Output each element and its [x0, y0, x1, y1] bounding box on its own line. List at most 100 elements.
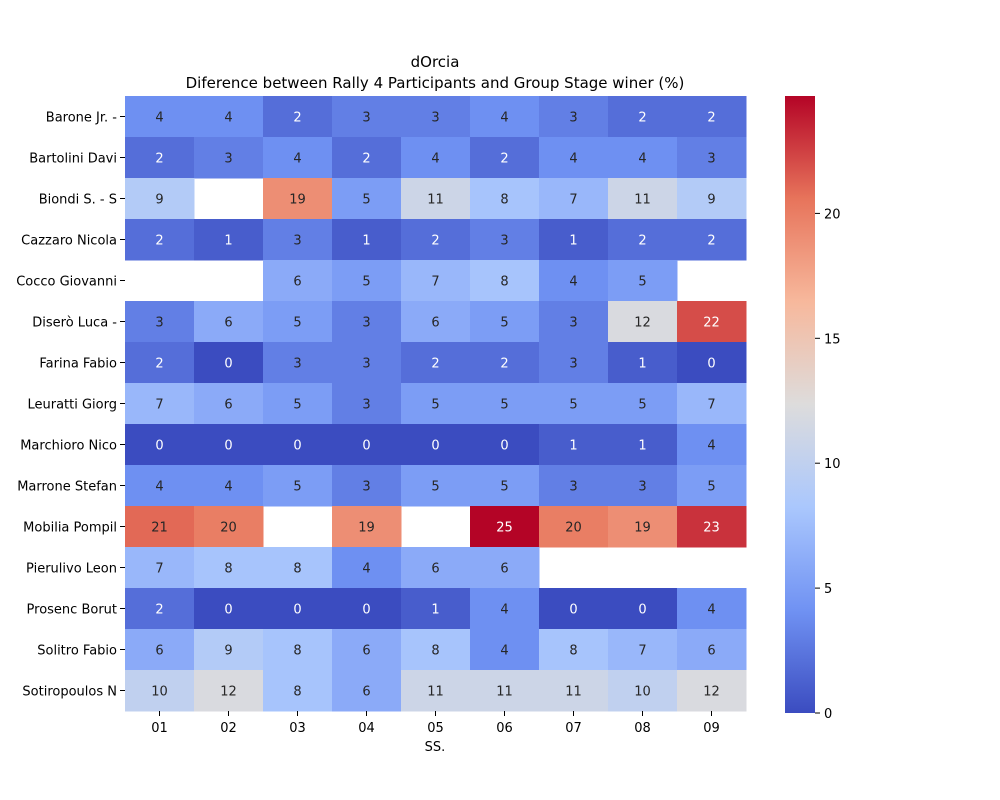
- cell-value-label: 2: [707, 111, 715, 126]
- colorbar-tick-label: 15: [824, 332, 841, 347]
- x-tick-label: 08: [634, 721, 651, 736]
- heatmap-cell: [608, 588, 678, 630]
- y-tick-label: Prosenc Borut: [27, 603, 117, 618]
- heatmap-cell: [332, 465, 402, 507]
- y-tick-label: Marchioro Nico: [20, 439, 117, 454]
- heatmap-cell: [677, 219, 747, 261]
- heatmap-cell: [608, 96, 678, 138]
- cell-value-label: 7: [707, 398, 715, 413]
- cell-value-label: 2: [638, 234, 646, 249]
- cell-value-label: 11: [565, 685, 582, 700]
- cell-value-label: 0: [224, 357, 232, 372]
- cell-value-label: 11: [634, 193, 651, 208]
- cell-value-label: 2: [707, 234, 715, 249]
- heatmap-cell: [125, 547, 195, 589]
- y-tick-label: Farina Fabio: [39, 357, 117, 372]
- y-tick-label: Diserò Luca -: [32, 316, 117, 331]
- cell-value-label: 4: [500, 644, 508, 659]
- cell-value-label: 6: [707, 644, 715, 659]
- heatmap-cell: [125, 342, 195, 384]
- heatmap-cell: [263, 383, 333, 425]
- cell-value-label: 5: [638, 398, 646, 413]
- x-tick-label: 07: [565, 721, 582, 736]
- heatmap-cell: [401, 260, 471, 302]
- cell-value-label: 4: [707, 439, 715, 454]
- y-tick-label: Solitro Fabio: [37, 644, 117, 659]
- y-tick-label: Biondi S. - S: [39, 193, 117, 208]
- heatmap-cell: [401, 342, 471, 384]
- cell-value-label: 5: [362, 275, 370, 290]
- cell-value-label: 4: [638, 152, 646, 167]
- cell-value-label: 6: [431, 562, 439, 577]
- cell-value-label: 8: [569, 644, 577, 659]
- heatmap-cell: [194, 465, 264, 507]
- heatmap-cell: [677, 383, 747, 425]
- heatmap-cell: [401, 670, 471, 712]
- cell-value-label: 3: [569, 480, 577, 495]
- x-tick-label: 04: [358, 721, 375, 736]
- cell-value-label: 4: [293, 152, 301, 167]
- cell-value-label: 4: [500, 111, 508, 126]
- heatmap-cell: [332, 219, 402, 261]
- chart-subtitle: Diference between Rally 4 Participants a…: [186, 74, 685, 92]
- y-tick-label: Leuratti Giorg: [27, 398, 117, 413]
- cell-value-label: 12: [703, 685, 720, 700]
- heatmap-cell: [470, 260, 540, 302]
- cell-value-label: 8: [293, 685, 301, 700]
- heatmap-cell: [125, 670, 195, 712]
- cell-value-label: 1: [431, 603, 439, 618]
- heatmap-cell: [332, 260, 402, 302]
- heatmap-cell: [677, 588, 747, 630]
- cell-value-label: 11: [427, 685, 444, 700]
- cell-value-label: 2: [155, 152, 163, 167]
- heatmap-cell: [677, 465, 747, 507]
- cell-value-label: 3: [362, 111, 370, 126]
- cell-value-label: 0: [362, 603, 370, 618]
- cell-value-label: 25: [496, 521, 513, 536]
- heatmap-cell: [194, 547, 264, 589]
- cell-value-label: 8: [500, 275, 508, 290]
- cell-value-label: 7: [569, 193, 577, 208]
- heatmap-cell: [125, 219, 195, 261]
- cell-value-label: 5: [707, 480, 715, 495]
- cell-value-label: 8: [293, 644, 301, 659]
- cell-value-label: 3: [362, 398, 370, 413]
- heatmap-cell: [608, 219, 678, 261]
- cell-value-label: 4: [362, 562, 370, 577]
- cell-value-label: 3: [431, 111, 439, 126]
- cell-value-label: 5: [569, 398, 577, 413]
- colorbar-ticks: 0 5 10 15 20: [815, 207, 841, 722]
- cell-value-label: 2: [362, 152, 370, 167]
- cell-value-label: 0: [293, 603, 301, 618]
- cell-value-label: 6: [155, 644, 163, 659]
- heatmap-cell: [470, 629, 540, 671]
- heatmap-cell: [125, 137, 195, 179]
- heatmap-cell: [263, 588, 333, 630]
- heatmap-cell: [263, 342, 333, 384]
- cell-value-label: 3: [569, 316, 577, 331]
- cell-value-label: 19: [289, 193, 306, 208]
- heatmap-cell: [125, 96, 195, 138]
- cell-value-label: 3: [293, 234, 301, 249]
- heatmap-cell: [470, 178, 540, 220]
- heatmap-cell: [263, 629, 333, 671]
- heatmap-cell: [470, 96, 540, 138]
- colorbar: [785, 96, 815, 713]
- cell-value-label: 1: [569, 234, 577, 249]
- cell-value-label: 19: [634, 521, 651, 536]
- heatmap-cell: [539, 588, 609, 630]
- heatmap-cell: [332, 629, 402, 671]
- y-tick-label: Cocco Giovanni: [16, 275, 117, 290]
- heatmap-cell: [677, 342, 747, 384]
- cell-value-label: 7: [638, 644, 646, 659]
- heatmap-cell: [194, 424, 264, 466]
- heatmap-cell: [401, 137, 471, 179]
- cell-value-label: 6: [293, 275, 301, 290]
- cell-value-label: 5: [293, 480, 301, 495]
- y-tick-label: Barone Jr. -: [46, 111, 118, 126]
- cell-value-label: 9: [224, 644, 232, 659]
- heatmap-cell: [263, 547, 333, 589]
- x-tick-label: 09: [703, 721, 720, 736]
- cell-value-label: 4: [155, 480, 163, 495]
- heatmap-cell: [125, 383, 195, 425]
